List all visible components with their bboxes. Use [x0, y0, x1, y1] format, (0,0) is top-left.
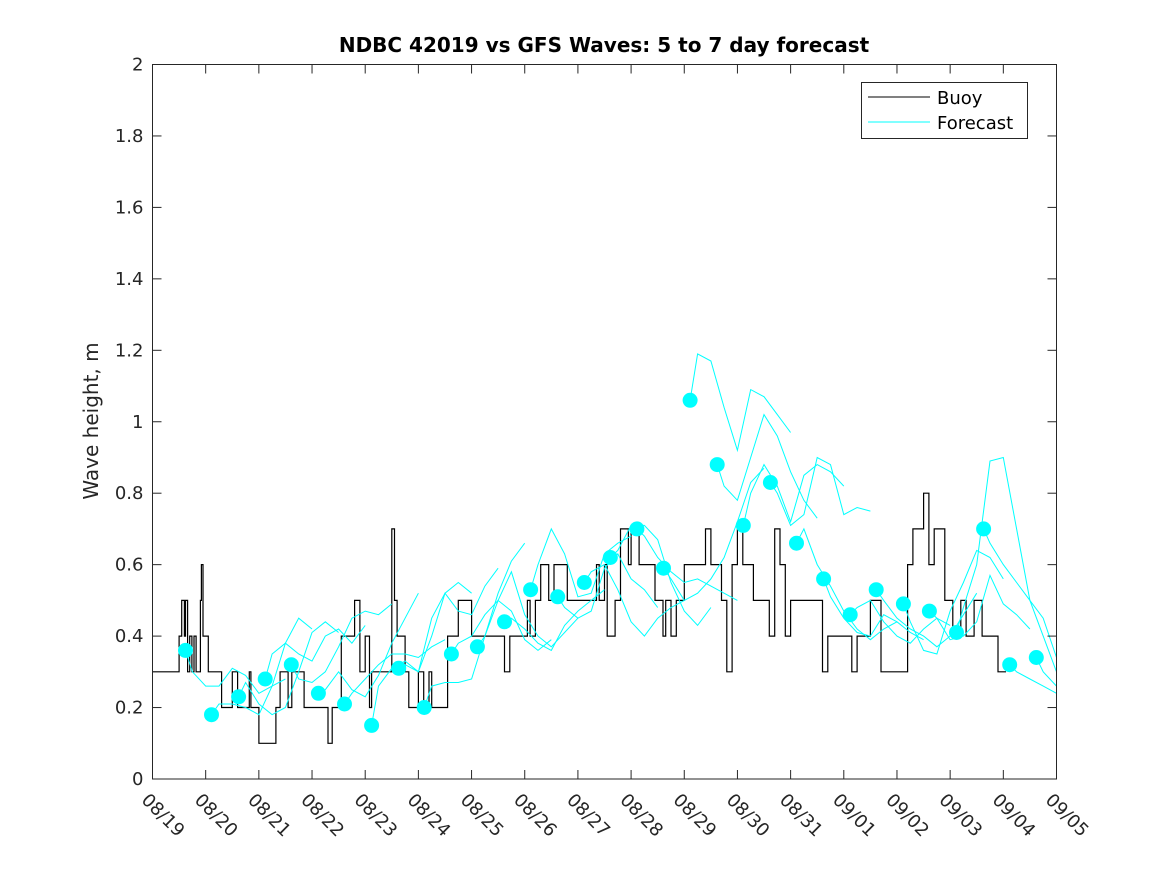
y-axis-label: Wave height, m — [79, 342, 103, 499]
forecast-line — [398, 567, 499, 673]
forecast-marker — [416, 700, 432, 715]
y-tick-label: 0.4 — [115, 626, 144, 647]
forecast-marker — [656, 560, 671, 576]
forecast-marker — [602, 550, 618, 565]
forecast-line — [583, 563, 685, 637]
forecast-marker — [682, 392, 698, 408]
plot-area — [152, 353, 1057, 744]
forecast-marker — [283, 657, 299, 673]
y-tick-label: 1.4 — [115, 269, 144, 290]
forecast-marker — [976, 521, 992, 537]
forecast-marker — [257, 671, 273, 687]
forecast-line — [983, 528, 1057, 672]
forecast-marker — [1002, 657, 1018, 673]
y-tick-label: 1.2 — [115, 340, 144, 361]
chart-title: NDBC 42019 vs GFS Waves: 5 to 7 day fore… — [339, 33, 870, 57]
forecast-marker — [469, 639, 485, 655]
forecast-marker — [868, 582, 884, 598]
forecast-marker — [789, 535, 804, 551]
forecast-marker — [735, 517, 751, 533]
y-tick-label: 0 — [132, 769, 143, 790]
forecast-line — [663, 467, 765, 602]
forecast-line — [264, 625, 366, 680]
forecast-line — [902, 549, 1004, 655]
legend-forecast-label: Forecast — [937, 113, 1013, 134]
legend-buoy-label: Buoy — [937, 88, 983, 109]
forecast-marker — [523, 582, 539, 598]
forecast-marker — [921, 603, 937, 619]
forecast-marker — [816, 571, 832, 587]
forecast-line — [530, 527, 632, 598]
forecast-line — [823, 578, 924, 641]
y-axis-ticks: 0 0.2 0.4 0.6 0.8 1 1.2 1.4 1.6 1.8 2 — [115, 55, 1057, 790]
forecast-line — [318, 592, 419, 698]
forecast-line — [849, 599, 951, 644]
forecast-line — [929, 573, 1031, 641]
forecast-line — [211, 617, 313, 716]
forecast-marker — [443, 646, 459, 662]
y-tick-label: 0.6 — [115, 555, 144, 576]
y-tick-label: 0.8 — [115, 483, 144, 504]
y-tick-label: 2 — [132, 55, 143, 76]
forecast-marker — [364, 717, 380, 733]
forecast-line — [636, 528, 738, 601]
forecast-line — [290, 603, 393, 684]
forecast-line — [742, 463, 845, 526]
forecast-marker — [629, 521, 645, 537]
forecast-marker — [762, 475, 778, 490]
forecast-line — [689, 353, 792, 453]
forecast-marker — [391, 660, 407, 676]
forecast-marker — [576, 575, 592, 590]
y-tick-label: 1.8 — [115, 126, 144, 147]
forecast-marker — [895, 596, 911, 612]
forecast-marker — [1028, 650, 1044, 665]
forecast-marker — [949, 625, 964, 640]
forecast-marker — [231, 689, 247, 705]
forecast-line — [185, 650, 286, 694]
legend-box — [861, 82, 1028, 139]
y-tick-label: 0.2 — [115, 698, 144, 719]
forecast-line — [769, 456, 871, 527]
forecast-marker — [497, 614, 512, 630]
forecast-marker — [310, 685, 326, 701]
forecast-line — [344, 639, 446, 705]
forecast-line — [504, 589, 605, 652]
forecast-line — [476, 570, 579, 648]
forecast-line — [557, 553, 659, 619]
forecast-marker — [204, 707, 219, 723]
y-tick-label: 1 — [132, 412, 143, 433]
forecast-marker — [337, 696, 352, 712]
y-tick-label: 1.6 — [115, 197, 144, 218]
forecast-marker — [550, 589, 566, 605]
forecast-line — [423, 542, 526, 708]
forecast-line — [238, 621, 339, 716]
forecast-line — [609, 524, 712, 627]
forecast-marker — [178, 642, 193, 658]
forecast-line — [956, 456, 1057, 658]
forecast-marker — [709, 457, 725, 473]
forecast-marker — [842, 607, 858, 623]
legend: Buoy Forecast — [861, 82, 1028, 139]
